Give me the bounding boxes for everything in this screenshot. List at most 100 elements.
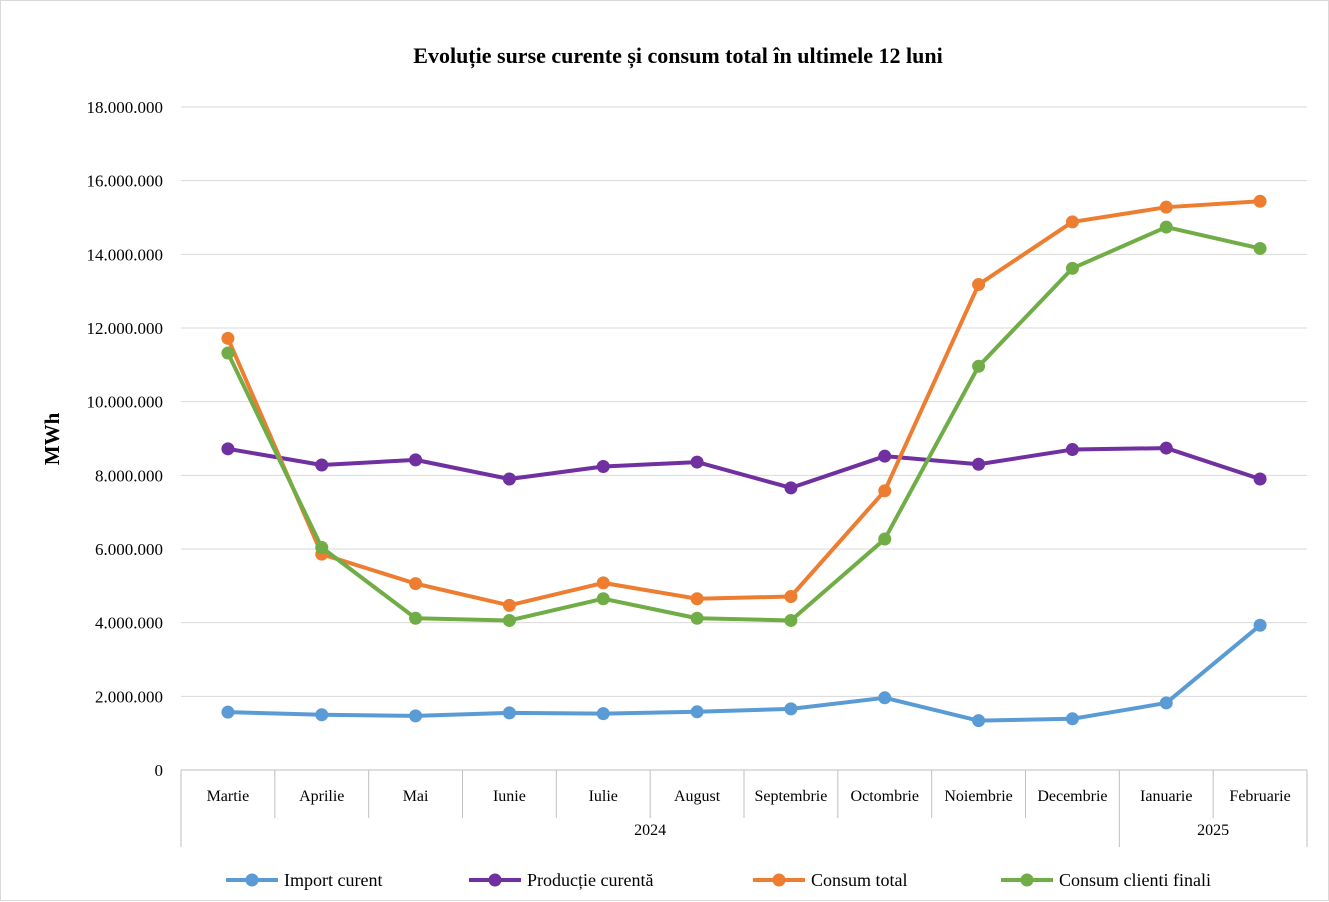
y-tick-label: 0 — [155, 761, 164, 780]
data-point — [784, 590, 798, 604]
y-axis-ticks: 0 2.000.000 4.000.000 6.000.000 8.000.000 10.… — [87, 98, 164, 780]
legend-item: Consum clienti finali — [1001, 870, 1211, 890]
series-consum-total — [221, 194, 1267, 612]
legend-swatch-marker — [772, 873, 786, 887]
x-tick-label: Aprilie — [299, 788, 344, 805]
data-point — [596, 459, 610, 473]
data-point — [1159, 200, 1173, 214]
data-point — [1065, 443, 1079, 457]
x-tick-label: Martie — [207, 788, 250, 805]
data-point — [1253, 618, 1267, 632]
legend-swatch-marker — [245, 873, 259, 887]
series-line — [225, 623, 1263, 723]
year-group-label: 2025 — [1197, 822, 1229, 839]
data-point — [690, 705, 704, 719]
series-line — [225, 225, 1263, 623]
legend-item: Import curent — [226, 870, 382, 890]
data-point — [221, 346, 235, 360]
y-tick-label: 4.000.000 — [95, 614, 163, 633]
data-point — [878, 484, 892, 498]
legend-label: Consum clienti finali — [1059, 870, 1211, 890]
data-point — [972, 714, 986, 728]
series-line — [225, 199, 1263, 608]
y-tick-label: 10.000.000 — [87, 393, 164, 412]
y-tick-label: 14.000.000 — [87, 245, 164, 264]
legend-item: Consum total — [753, 870, 908, 890]
data-point — [315, 541, 329, 555]
data-point — [784, 481, 798, 495]
y-tick-label: 18.000.000 — [87, 98, 164, 117]
y-tick-label: 12.000.000 — [87, 319, 164, 338]
y-tick-label: 6.000.000 — [95, 540, 163, 559]
data-point — [1253, 194, 1267, 208]
data-point — [1253, 241, 1267, 255]
data-point — [1159, 696, 1173, 710]
x-tick-label: Septembrie — [754, 788, 827, 805]
data-point — [596, 707, 610, 721]
legend-label: Producție curentă — [527, 870, 653, 890]
data-point — [972, 278, 986, 292]
series-lines — [221, 194, 1267, 728]
legend: Import curent Producție curentă Consum tot… — [226, 870, 1211, 890]
legend-item: Producție curentă — [469, 870, 653, 890]
data-point — [409, 611, 423, 625]
series-import-curent — [221, 618, 1267, 728]
data-point — [1159, 220, 1173, 234]
gridlines — [181, 106, 1307, 697]
data-point — [1253, 472, 1267, 486]
data-point — [878, 691, 892, 705]
y-tick-label: 2.000.000 — [95, 687, 163, 706]
legend-swatch-marker — [488, 873, 502, 887]
data-point — [784, 702, 798, 716]
data-point — [1065, 712, 1079, 726]
data-point — [596, 592, 610, 606]
y-axis-label: MWh — [40, 412, 64, 465]
x-tick-label: Iunie — [493, 788, 526, 805]
data-point — [596, 576, 610, 590]
x-tick-label: Noiembrie — [944, 788, 1012, 805]
data-point — [690, 611, 704, 625]
series-line — [225, 446, 1263, 490]
data-point — [972, 359, 986, 373]
data-point — [502, 472, 516, 486]
data-point — [1065, 261, 1079, 275]
series-consum-clienti-finali — [221, 220, 1267, 627]
x-tick-label: Mai — [403, 788, 429, 805]
data-point — [878, 532, 892, 546]
x-axis: Martie Aprilie Mai Iunie Iulie August Septembr… — [180, 769, 1308, 847]
data-point — [502, 598, 516, 612]
series-produc-ie-curent- — [221, 441, 1267, 495]
data-point — [690, 592, 704, 606]
data-point — [315, 708, 329, 722]
data-point — [221, 705, 235, 719]
year-group-label: 2024 — [634, 822, 666, 839]
data-point — [972, 457, 986, 471]
x-tick-label: Octombrie — [851, 788, 919, 805]
x-tick-label: Decembrie — [1037, 788, 1107, 805]
data-point — [1065, 215, 1079, 229]
y-tick-label: 16.000.000 — [87, 172, 164, 191]
legend-label: Consum total — [811, 870, 908, 890]
legend-label: Import curent — [284, 870, 382, 890]
data-point — [409, 709, 423, 723]
legend-swatch-marker — [1020, 873, 1034, 887]
x-tick-label: August — [674, 788, 721, 805]
data-point — [315, 458, 329, 472]
data-point — [784, 613, 798, 627]
data-point — [878, 449, 892, 463]
data-point — [409, 453, 423, 467]
data-point — [690, 455, 704, 469]
x-tick-label: Februarie — [1229, 788, 1290, 805]
x-tick-label: Iulie — [589, 788, 618, 805]
data-point — [502, 613, 516, 627]
chart-title: Evoluție surse curente și consum total î… — [413, 43, 942, 69]
data-point — [502, 706, 516, 720]
data-point — [221, 331, 235, 345]
y-tick-label: 8.000.000 — [95, 466, 163, 485]
x-tick-label: Ianuarie — [1140, 788, 1192, 805]
data-point — [1159, 441, 1173, 455]
data-point — [221, 442, 235, 456]
data-point — [409, 577, 423, 591]
